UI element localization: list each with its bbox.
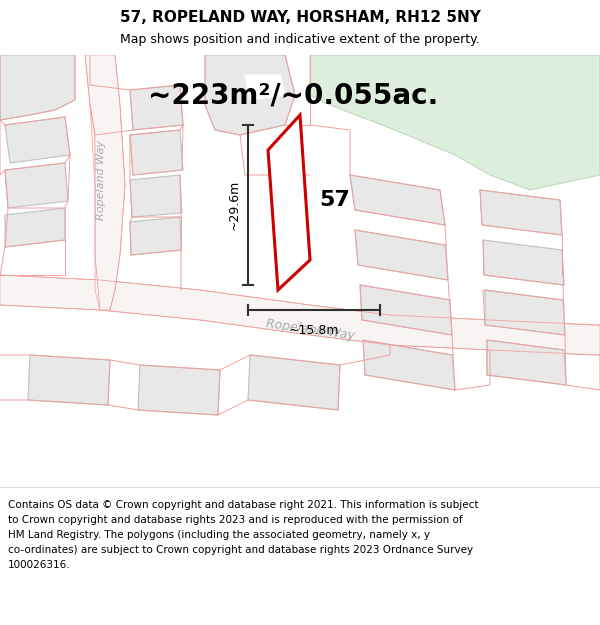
Text: Ropeland Way: Ropeland Way	[265, 318, 355, 342]
Text: Ropeland Way: Ropeland Way	[96, 140, 106, 220]
Polygon shape	[0, 275, 600, 355]
Polygon shape	[5, 208, 65, 247]
Polygon shape	[130, 130, 183, 175]
Polygon shape	[360, 285, 452, 335]
Polygon shape	[28, 355, 110, 405]
Polygon shape	[487, 340, 566, 385]
Polygon shape	[138, 365, 220, 415]
Text: 57: 57	[320, 190, 350, 210]
Text: co-ordinates) are subject to Crown copyright and database rights 2023 Ordnance S: co-ordinates) are subject to Crown copyr…	[8, 545, 473, 555]
Text: 57, ROPELAND WAY, HORSHAM, RH12 5NY: 57, ROPELAND WAY, HORSHAM, RH12 5NY	[119, 9, 481, 24]
Polygon shape	[245, 75, 285, 100]
Polygon shape	[363, 340, 455, 390]
Polygon shape	[205, 55, 295, 135]
Polygon shape	[5, 163, 68, 208]
Text: Contains OS data © Crown copyright and database right 2021. This information is : Contains OS data © Crown copyright and d…	[8, 500, 479, 510]
Polygon shape	[0, 55, 75, 120]
Polygon shape	[130, 85, 183, 130]
Polygon shape	[355, 230, 448, 280]
Polygon shape	[483, 240, 564, 285]
Polygon shape	[130, 175, 182, 217]
Polygon shape	[130, 217, 181, 255]
Polygon shape	[350, 175, 445, 225]
Polygon shape	[268, 115, 310, 290]
Polygon shape	[480, 190, 562, 235]
Text: HM Land Registry. The polygons (including the associated geometry, namely x, y: HM Land Registry. The polygons (includin…	[8, 530, 430, 540]
Polygon shape	[5, 117, 70, 163]
Text: 100026316.: 100026316.	[8, 560, 71, 570]
Polygon shape	[85, 55, 125, 310]
Text: ~223m²/~0.055ac.: ~223m²/~0.055ac.	[148, 81, 438, 109]
Text: ~15.8m: ~15.8m	[289, 324, 339, 337]
Text: Map shows position and indicative extent of the property.: Map shows position and indicative extent…	[120, 32, 480, 46]
Polygon shape	[310, 55, 600, 190]
Polygon shape	[485, 290, 565, 335]
Text: ~29.6m: ~29.6m	[228, 180, 241, 230]
Text: to Crown copyright and database rights 2023 and is reproduced with the permissio: to Crown copyright and database rights 2…	[8, 515, 463, 525]
Polygon shape	[248, 355, 340, 410]
